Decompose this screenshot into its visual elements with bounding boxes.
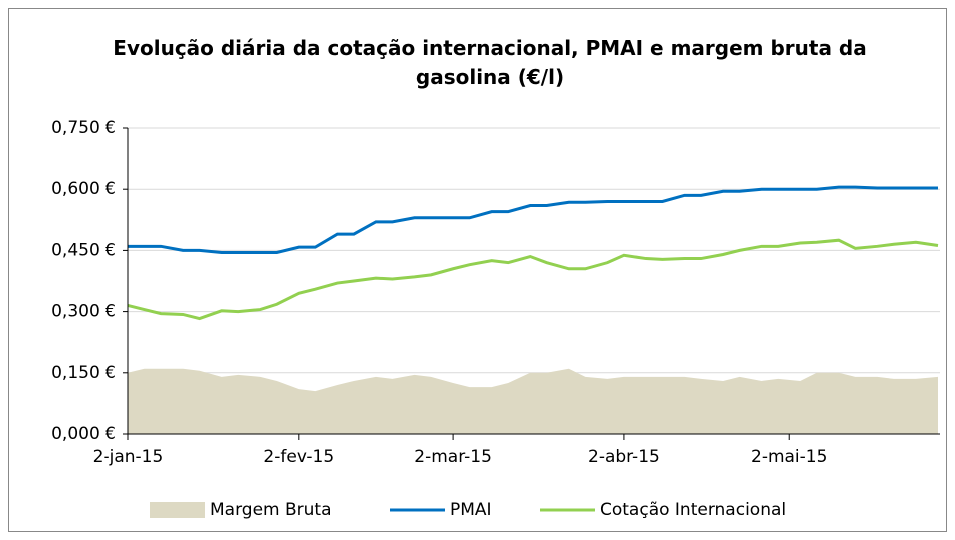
y-tick-label: 0,300 €: [51, 302, 116, 322]
legend-swatch: [150, 502, 205, 518]
x-tick-label: 2-abr-15: [588, 447, 660, 467]
area: [128, 368, 938, 434]
y-tick-label: 0,150 €: [51, 363, 116, 383]
y-tick-label: 0,750 €: [51, 118, 116, 138]
y-tick-label: 0,450 €: [51, 240, 116, 260]
line: [128, 185, 938, 254]
legend-label: Margem Bruta: [210, 500, 332, 520]
x-tick-label: 2-mar-15: [414, 447, 492, 467]
chart-border: [8, 8, 947, 532]
legend-label: PMAI: [450, 500, 492, 520]
x-tick-label: 2-fev-15: [263, 447, 334, 467]
legend-label: Cotação Internacional: [600, 500, 786, 520]
y-tick-label: 0,000 €: [51, 424, 116, 444]
chart-title: Evolução diária da cotação internacional…: [113, 36, 867, 89]
y-tick-label: 0,600 €: [51, 179, 116, 199]
x-tick-label: 2-jan-15: [93, 447, 164, 467]
x-tick-label: 2-mai-15: [751, 447, 827, 467]
line: [127, 238, 939, 321]
